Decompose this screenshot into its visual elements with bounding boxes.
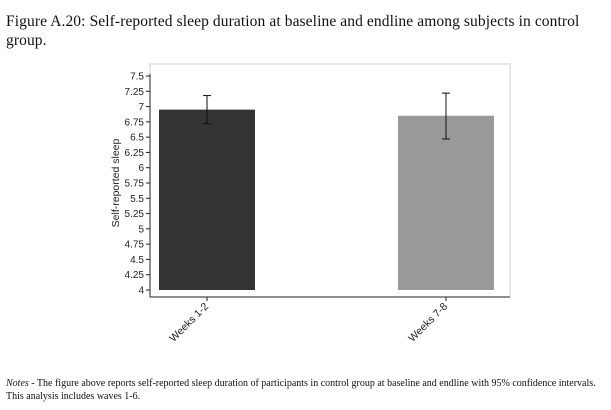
notes-label: Notes [6, 378, 29, 389]
bar [159, 109, 255, 290]
y-axis-label: Self-reported sleep [110, 138, 122, 227]
y-tick-label: 7 [138, 102, 144, 113]
x-tick-label: Weeks 7-8 [406, 301, 450, 345]
y-tick-label: 6 [138, 163, 144, 174]
figure-caption-label: Figure A.20: [6, 13, 86, 30]
y-tick-label: 5.25 [125, 209, 145, 220]
y-tick-label: 7.5 [130, 72, 144, 83]
y-tick-label: 5.5 [130, 194, 144, 205]
plot-area: 4 4.25 4.5 4.75 5 5.25 5.5 5.75 6 6.25 6.5 6.75 7 7.2… [110, 63, 511, 345]
y-tick-label: 4.75 [125, 240, 145, 251]
y-tick-label: 6.5 [130, 133, 144, 144]
figure-caption: Figure A.20: Self-reported sleep duratio… [6, 12, 606, 50]
y-tick-label: 6.25 [125, 148, 145, 159]
y-tick-label: 4 [138, 286, 144, 297]
y-tick-label: 6.75 [125, 117, 145, 128]
y-tick-label: 5.75 [125, 179, 145, 190]
y-tick-label: 7.25 [125, 87, 145, 98]
y-tick-label: 4.25 [125, 270, 145, 281]
y-tick-label: 5 [138, 224, 144, 235]
notes-text: - The figure above reports self-reported… [6, 378, 596, 402]
bar [398, 115, 494, 290]
x-tick-label: Weeks 1-2 [167, 301, 211, 345]
figure-caption-text: Self-reported sleep duration at baseline… [6, 13, 580, 49]
figure-notes: Notes - The figure above reports self-re… [6, 377, 606, 403]
y-tick-label: 4.5 [130, 255, 144, 266]
